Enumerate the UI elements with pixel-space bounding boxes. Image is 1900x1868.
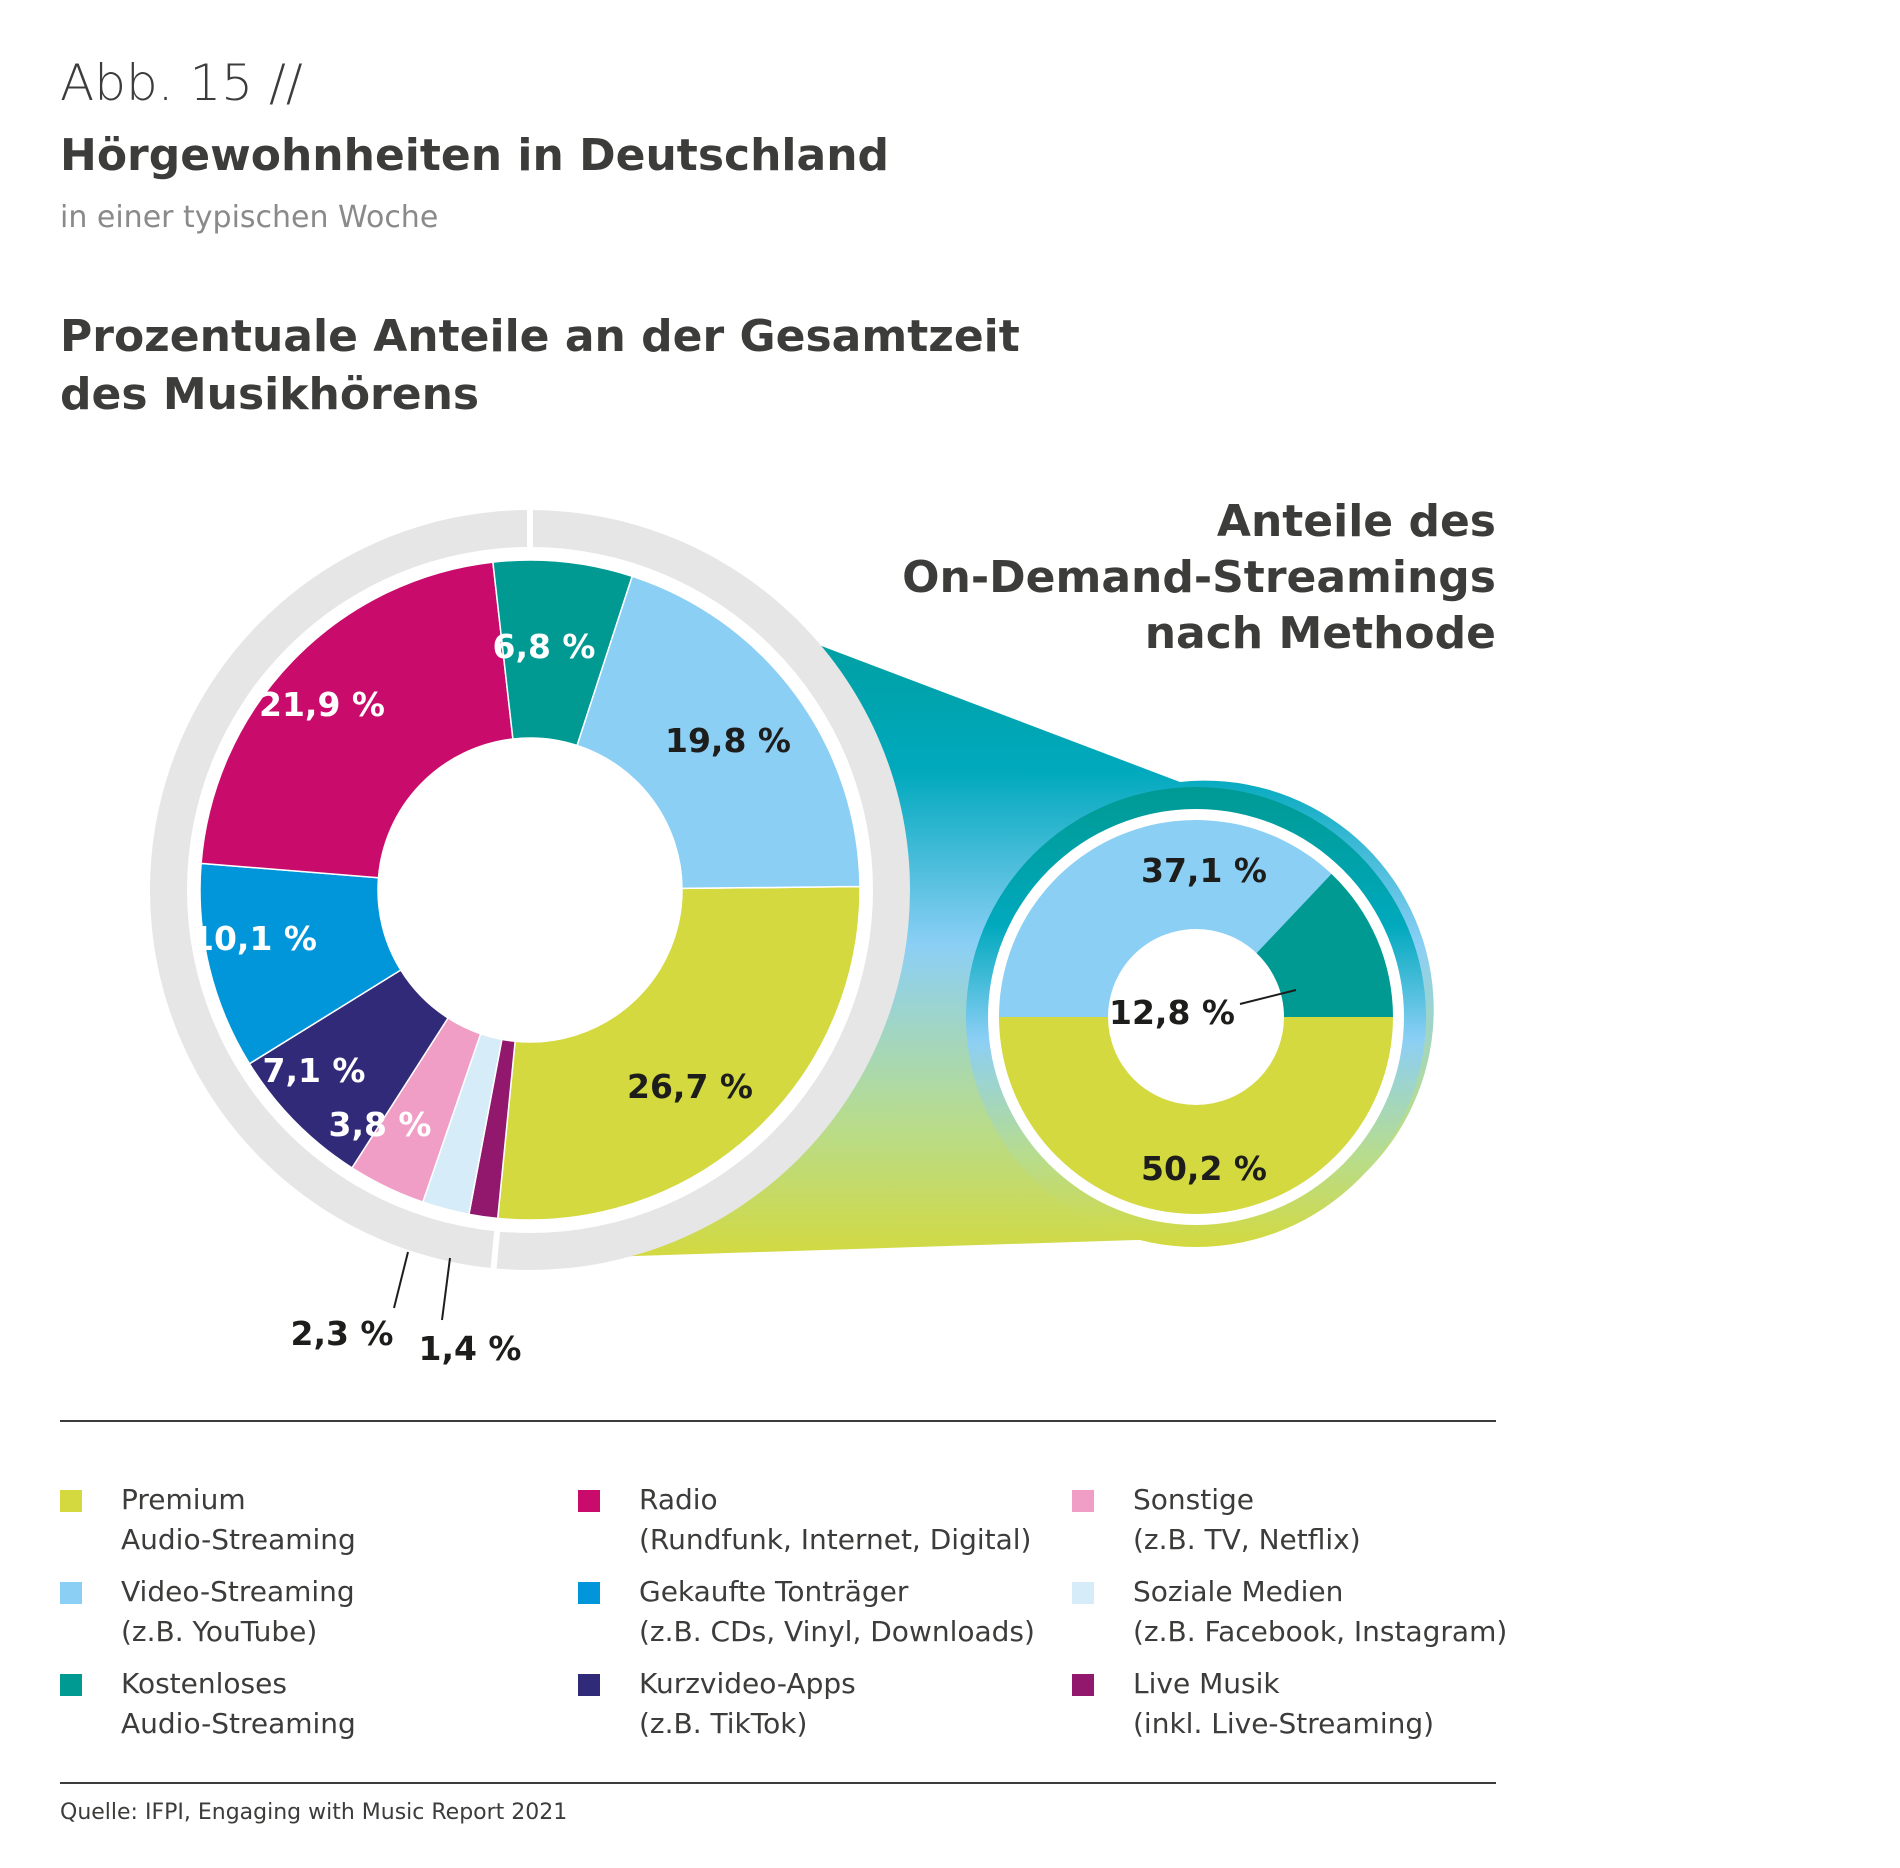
label-premium-audio: 26,7 % [627, 1067, 753, 1106]
source-note: Quelle: IFPI, Engaging with Music Report… [60, 1800, 568, 1825]
streaming-label-video-streaming: 37,1 % [1141, 851, 1267, 890]
streaming-label-premium-audio: 50,2 % [1141, 1149, 1267, 1188]
legend-sublabel: Audio-Streaming [121, 1707, 356, 1740]
legend-swatch [578, 1490, 600, 1512]
chart-heading-line1: Prozentuale Anteile an der Gesamtzeit [60, 311, 1020, 362]
legend-swatch [1072, 1582, 1094, 1604]
figure-number: Abb. 15 // [60, 54, 303, 112]
streaming-slice-premium-audio [999, 1017, 1393, 1214]
legend-label: Premium [121, 1483, 246, 1516]
legend-sublabel: (z.B. TikTok) [639, 1707, 808, 1740]
label-radio: 21,9 % [259, 685, 385, 724]
legend-label: Kostenloses [121, 1667, 287, 1700]
label-free-audio: 6,8 % [492, 627, 595, 666]
legend-label: Soziale Medien [1133, 1575, 1344, 1608]
legend-label: Radio [639, 1483, 718, 1516]
legend-sublabel: (Rundfunk, Internet, Digital) [639, 1523, 1032, 1556]
legend-swatch [60, 1674, 82, 1696]
legend-swatch [60, 1582, 82, 1604]
chart-labels: 26,7 % 1,4 % 2,3 % 3,8 % 7,1 % 10,1 % 21,9 % 6,… [191, 627, 1297, 1368]
slice-radio [200, 561, 514, 879]
streaming-label-free-audio: 12,8 % [1109, 993, 1235, 1032]
streaming-slice-video-streaming [999, 820, 1332, 1017]
legend-label: Sonstige [1133, 1483, 1254, 1516]
legend-sublabel: (inkl. Live-Streaming) [1133, 1707, 1435, 1740]
label-video-streaming: 19,8 % [665, 721, 791, 760]
leader-live-music [441, 1257, 451, 1321]
streaming-slice-free-audio [1256, 873, 1393, 1017]
legend-sublabel: Audio-Streaming [121, 1523, 356, 1556]
legend-swatch [578, 1674, 600, 1696]
streaming-heading-line2: On-Demand-Streamings [902, 552, 1496, 603]
page-title: Hörgewohnheiten in Deutschland [60, 130, 890, 181]
legend-label: Gekaufte Tonträger [639, 1575, 909, 1608]
label-other: 3,8 % [328, 1105, 431, 1144]
ring-tick-bottom [490, 1228, 501, 1273]
legend: Premium Audio-Streaming Video-Streaming (z… [60, 1483, 1520, 1748]
label-purchased: 10,1 % [191, 919, 317, 958]
divider-top [60, 1420, 1496, 1422]
streaming-method-donut [966, 787, 1426, 1247]
legend-swatch [1072, 1490, 1094, 1512]
legend-sublabel: (z.B. Facebook, Instagram) [1133, 1615, 1508, 1648]
label-short-video: 7,1 % [262, 1051, 365, 1090]
legend-sublabel: (z.B. CDs, Vinyl, Downloads) [639, 1615, 1035, 1648]
chart-heading: Prozentuale Anteile an der Gesamtzeit de… [60, 308, 1060, 424]
listening-share-donut [150, 506, 910, 1273]
legend-label: Live Musik [1133, 1667, 1280, 1700]
divider-bottom [60, 1782, 1496, 1784]
page-subtitle: in einer typischen Woche [60, 200, 439, 235]
slice-video-streaming [576, 575, 861, 890]
leader-free-audio [1239, 989, 1297, 1005]
leader-social-media [393, 1251, 409, 1309]
streaming-heading-line1: Anteile des [1216, 496, 1496, 547]
streaming-heading-line3: nach Methode [1144, 608, 1496, 659]
label-live-music: 1,4 % [418, 1329, 521, 1368]
label-social-media: 2,3 % [290, 1314, 393, 1353]
legend-sublabel: (z.B. TV, Netflix) [1133, 1523, 1361, 1556]
donut-charts: 26,7 % 1,4 % 2,3 % 3,8 % 7,1 % 10,1 % 21,9 % 6,… [150, 506, 1434, 1368]
slice-premium-audio [496, 885, 861, 1221]
legend-sublabel: (z.B. YouTube) [121, 1615, 318, 1648]
legend-label: Video-Streaming [121, 1575, 355, 1608]
legend-swatch [60, 1490, 82, 1512]
streaming-heading: Anteile des On-Demand-Streamings nach Me… [796, 494, 1496, 662]
chart-heading-line2: des Musikhörens [60, 369, 480, 420]
legend-label: Kurzvideo-Apps [639, 1667, 856, 1700]
legend-swatch [1072, 1674, 1094, 1696]
legend-swatch [578, 1582, 600, 1604]
